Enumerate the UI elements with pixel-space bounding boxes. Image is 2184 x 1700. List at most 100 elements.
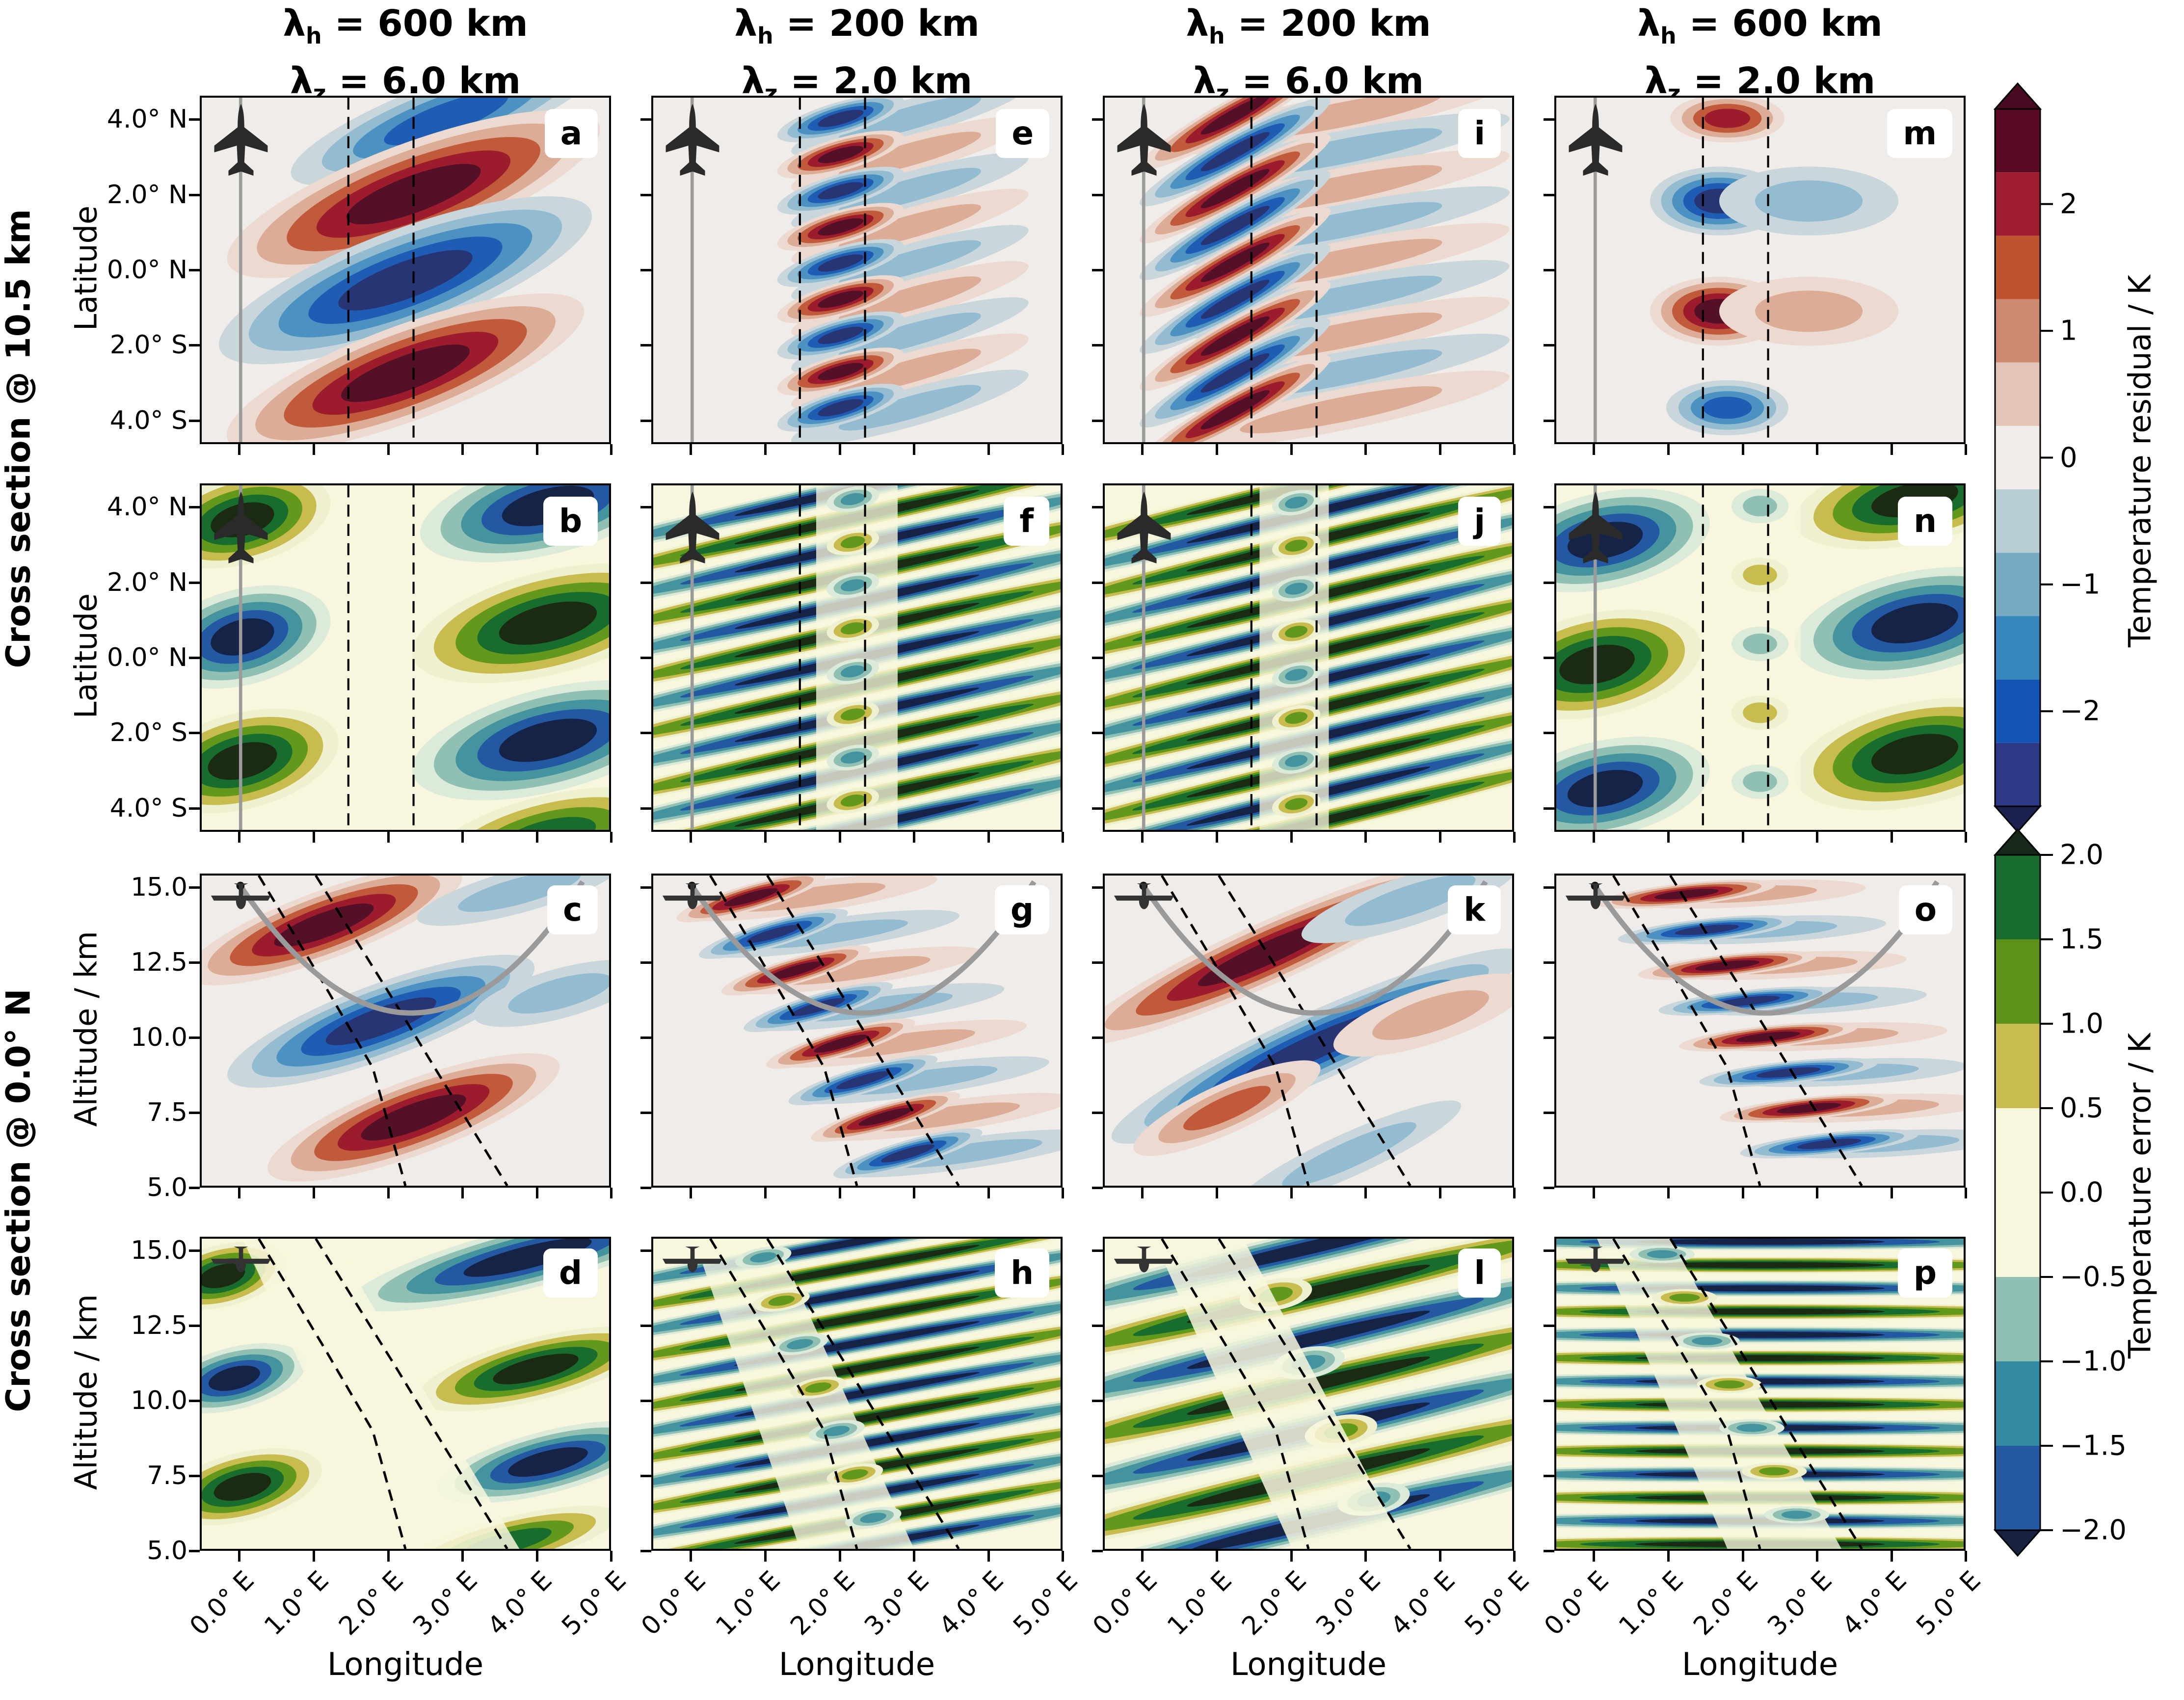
- axis-tick: [838, 832, 841, 843]
- axis-tick: [1290, 1188, 1293, 1198]
- y-tick-label: 4.0° N: [107, 105, 187, 134]
- axis-tick: [387, 444, 390, 455]
- axis-tick: [1891, 444, 1893, 455]
- axis-tick: [1439, 832, 1442, 843]
- x-tick-label-text: 1.0° E: [1162, 1566, 1238, 1642]
- axis-tick: [1965, 444, 1967, 455]
- axis-tick: [1092, 961, 1103, 964]
- axis-tick: [238, 832, 241, 843]
- panel-c: c: [200, 874, 611, 1188]
- axis-tick: [1290, 832, 1293, 843]
- axis-tick: [1593, 1551, 1596, 1562]
- axis-tick: [1092, 1112, 1103, 1115]
- axis-tick: [189, 657, 200, 659]
- axis-tick: [690, 1551, 692, 1562]
- axis-tick: [1544, 807, 1554, 810]
- axis-tick: [690, 1188, 692, 1198]
- axis-tick: [1544, 344, 1554, 347]
- panel-p-field: [1556, 1239, 1964, 1549]
- colorbar-tick-label: −0.5: [2060, 1261, 2127, 1293]
- panel-l: l: [1103, 1237, 1514, 1551]
- axis-tick: [1544, 732, 1554, 735]
- column-title-text: λ: [1186, 2, 1209, 45]
- colorbar-tick-label: 1: [2060, 315, 2077, 347]
- axis-tick: [189, 506, 200, 509]
- axis-tick: [1544, 1036, 1554, 1039]
- panel-d-field: [202, 1239, 609, 1549]
- axis-tick: [1439, 444, 1442, 455]
- axis-tick: [1544, 961, 1554, 964]
- column-title-text: λ: [283, 2, 306, 45]
- axis-tick: [1741, 1551, 1744, 1562]
- axis-tick: [640, 807, 651, 810]
- column-title-text: h: [1209, 22, 1225, 49]
- y-tick-label: 7.5: [147, 1461, 187, 1491]
- axis-tick: [1062, 832, 1064, 843]
- airplane-icon: [1564, 1242, 1627, 1275]
- axis-tick: [1544, 269, 1554, 271]
- y-tick-label: 5.0: [147, 1173, 187, 1202]
- axis-tick: [1092, 657, 1103, 659]
- panel-letter-e: e: [997, 109, 1049, 157]
- axis-tick: [1216, 444, 1219, 455]
- colorbar-tick-label: 0.0: [2060, 1176, 2104, 1209]
- axis-tick: [1741, 444, 1744, 455]
- axis-tick: [189, 886, 200, 889]
- axis-tick: [1364, 1551, 1367, 1562]
- axis-tick: [764, 832, 767, 843]
- axis-tick: [1092, 732, 1103, 735]
- x-tick-label-text: 4.0° E: [933, 1566, 1010, 1642]
- axis-tick: [1141, 444, 1144, 455]
- panel-letter-o: o: [1899, 886, 1952, 934]
- axis-tick: [461, 1188, 464, 1198]
- panel-letter-b: b: [544, 497, 597, 545]
- panel-letter-d: d: [544, 1249, 597, 1297]
- axis-tick: [1092, 1249, 1103, 1252]
- panel-letter-p: p: [1898, 1249, 1952, 1297]
- axis-tick: [690, 832, 692, 843]
- panel-a: a: [200, 96, 611, 444]
- axis-tick: [1544, 1400, 1554, 1403]
- panel-f-field: [653, 485, 1061, 830]
- x-tick-label-text: 1.0° E: [710, 1566, 786, 1642]
- column-title-text: = 6.0 km: [1229, 59, 1424, 102]
- panel-l-field: [1105, 1239, 1512, 1549]
- axis-tick: [1667, 1188, 1670, 1198]
- axis-tick: [1141, 832, 1144, 843]
- column-title-text: h: [757, 22, 773, 49]
- x-tick-label-text: 1.0° E: [259, 1566, 335, 1642]
- panel-i-field: [1140, 98, 1510, 442]
- column-title-text: = 2.0 km: [777, 59, 973, 102]
- axis-tick: [1092, 807, 1103, 810]
- axis-tick: [913, 1188, 916, 1198]
- airplane-icon: [1559, 101, 1632, 186]
- axis-tick: [461, 444, 464, 455]
- axis-tick: [1816, 444, 1819, 455]
- panel-letter-a: a: [545, 109, 597, 157]
- axis-tick: [189, 1325, 200, 1328]
- colorbar-tick-label: −2: [2060, 695, 2101, 727]
- axis-tick: [987, 1188, 990, 1198]
- axis-tick: [987, 832, 990, 843]
- axis-tick: [1816, 1551, 1819, 1562]
- airplane-icon: [1107, 488, 1181, 574]
- axis-tick: [1092, 269, 1103, 271]
- y-tick-label: 7.5: [147, 1098, 187, 1128]
- axis-tick: [987, 1551, 990, 1562]
- panel-k-field: [1105, 876, 1512, 1186]
- row-group-label-lower: Cross section @ 0.0° N: [0, 988, 38, 1412]
- axis-tick: [536, 1188, 539, 1198]
- x-tick-label-text: 5.0° E: [1911, 1566, 1987, 1642]
- panel-letter-h: h: [996, 1249, 1049, 1297]
- axis-tick: [1439, 1551, 1442, 1562]
- panel-i: i: [1103, 96, 1514, 444]
- column-title-text: h: [306, 22, 322, 49]
- axis-tick: [1544, 118, 1554, 121]
- axis-tick: [1741, 832, 1744, 843]
- panel-g-field: [676, 876, 1061, 1186]
- x-tick-label-text: 4.0° E: [1385, 1566, 1461, 1642]
- axis-tick: [1667, 1551, 1670, 1562]
- y-tick-label: 0.0° N: [107, 255, 187, 285]
- row-group-label-upper: Cross section @ 10.5 km: [0, 209, 38, 668]
